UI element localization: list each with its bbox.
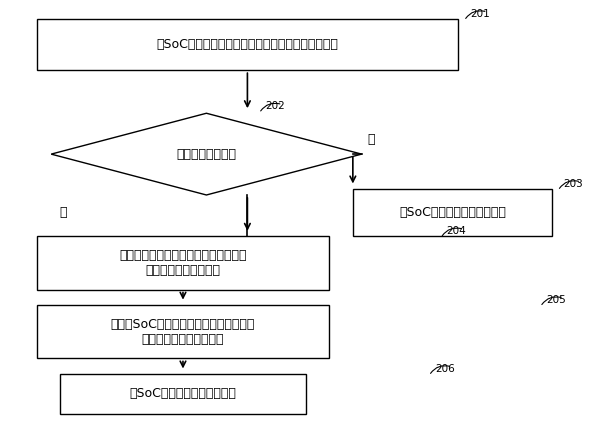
Text: 根据与SoC芯片之间的协议生成用于指示
所述异常代码的指示信号: 根据与SoC芯片之间的协议生成用于指示 所述异常代码的指示信号 [111,317,255,346]
FancyBboxPatch shape [353,188,552,236]
Text: 向SoC芯片传输所述指示信号: 向SoC芯片传输所述指示信号 [130,388,237,401]
Text: 视频数据是否正常: 视频数据是否正常 [176,148,237,161]
Text: 203: 203 [563,178,584,188]
Text: 201: 201 [470,9,490,19]
Text: 否: 否 [59,206,67,219]
Text: 从预设表中查找与所述视频数据的异常
信息所对应的异常代码: 从预设表中查找与所述视频数据的异常 信息所对应的异常代码 [119,249,247,277]
FancyBboxPatch shape [37,305,329,359]
Polygon shape [51,113,362,195]
FancyBboxPatch shape [60,374,306,414]
FancyBboxPatch shape [37,19,458,70]
Text: 对SoC芯片传输的视频信号进行解析，得到视频数据: 对SoC芯片传输的视频信号进行解析，得到视频数据 [156,38,338,51]
Text: 202: 202 [265,101,285,111]
FancyBboxPatch shape [37,236,329,290]
Text: 向SoC芯片传输第一电平信号: 向SoC芯片传输第一电平信号 [399,206,506,219]
Text: 206: 206 [435,364,455,374]
Text: 204: 204 [447,226,466,236]
Text: 205: 205 [546,295,566,305]
Text: 是: 是 [368,132,375,145]
